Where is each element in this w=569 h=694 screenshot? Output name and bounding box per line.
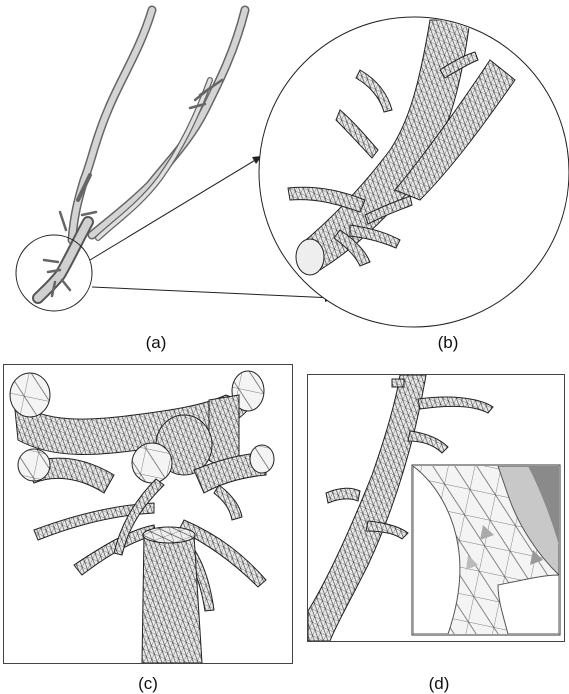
panel-d	[307, 374, 565, 642]
panel-c	[3, 364, 293, 664]
caption-d: (d)	[428, 674, 450, 693]
caption-c: (c)	[138, 674, 158, 693]
panel-a: (a) (b)	[0, 0, 569, 352]
panel-c-illustration	[9, 370, 275, 663]
panel-a-illustration	[15, 5, 569, 328]
caption-a: (a)	[145, 333, 167, 352]
caption-b: (b)	[437, 333, 459, 352]
panel-d-illustration	[308, 375, 561, 641]
